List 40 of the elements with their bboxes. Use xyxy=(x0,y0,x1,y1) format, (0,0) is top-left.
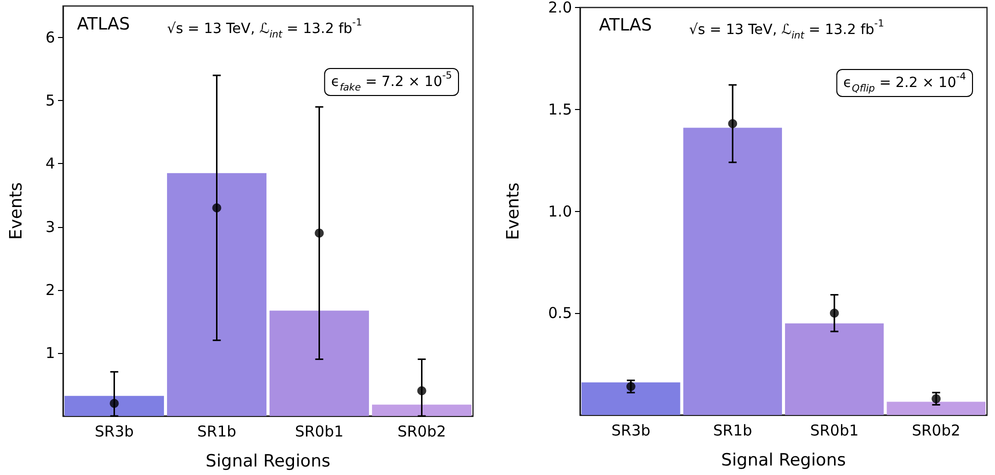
y-tick-label: 1.0 xyxy=(548,202,572,220)
x-tick-label: SR0b2 xyxy=(912,422,960,440)
annotation: ATLAS xyxy=(77,14,130,34)
x-axis-title: Signal Regions xyxy=(721,450,846,470)
point xyxy=(830,308,839,318)
bar xyxy=(270,310,369,416)
bar xyxy=(167,173,266,416)
y-tick-label: 4 xyxy=(45,154,55,173)
point xyxy=(314,228,324,238)
x-tick-label: SR0b1 xyxy=(810,422,859,440)
point xyxy=(212,203,222,212)
x-tick-label: SR3b xyxy=(611,422,650,440)
x-tick-label: SR0b2 xyxy=(397,422,446,440)
point xyxy=(417,386,426,396)
point xyxy=(932,394,941,404)
bar xyxy=(64,396,164,416)
bar xyxy=(886,402,986,415)
bar xyxy=(372,404,472,416)
y-tick-label: 3 xyxy=(45,218,55,236)
bar xyxy=(683,128,782,415)
x-tick-label: SR3b xyxy=(94,422,134,440)
point xyxy=(110,398,119,408)
y-tick-label: 1 xyxy=(45,344,55,362)
x-tick-label: SR1b xyxy=(197,422,236,440)
annotation: ATLAS xyxy=(599,16,652,36)
y-axis-title: Events xyxy=(6,182,26,240)
x-tick-label: SR1b xyxy=(713,422,752,440)
point xyxy=(728,119,738,128)
y-tick-label: 5 xyxy=(45,92,55,110)
y-tick-label: 6 xyxy=(45,28,55,47)
y-tick-label: 1.5 xyxy=(548,100,572,118)
point xyxy=(626,382,636,391)
bar xyxy=(785,323,884,415)
y-tick-label: 2.0 xyxy=(548,0,572,16)
y-tick-label: 0.5 xyxy=(548,304,572,322)
x-axis-title: Signal Regions xyxy=(206,452,330,472)
bar xyxy=(582,382,680,415)
y-tick-label: 2 xyxy=(45,280,55,299)
x-tick-label: SR0b1 xyxy=(294,422,344,440)
y-axis-title: Events xyxy=(504,182,524,240)
